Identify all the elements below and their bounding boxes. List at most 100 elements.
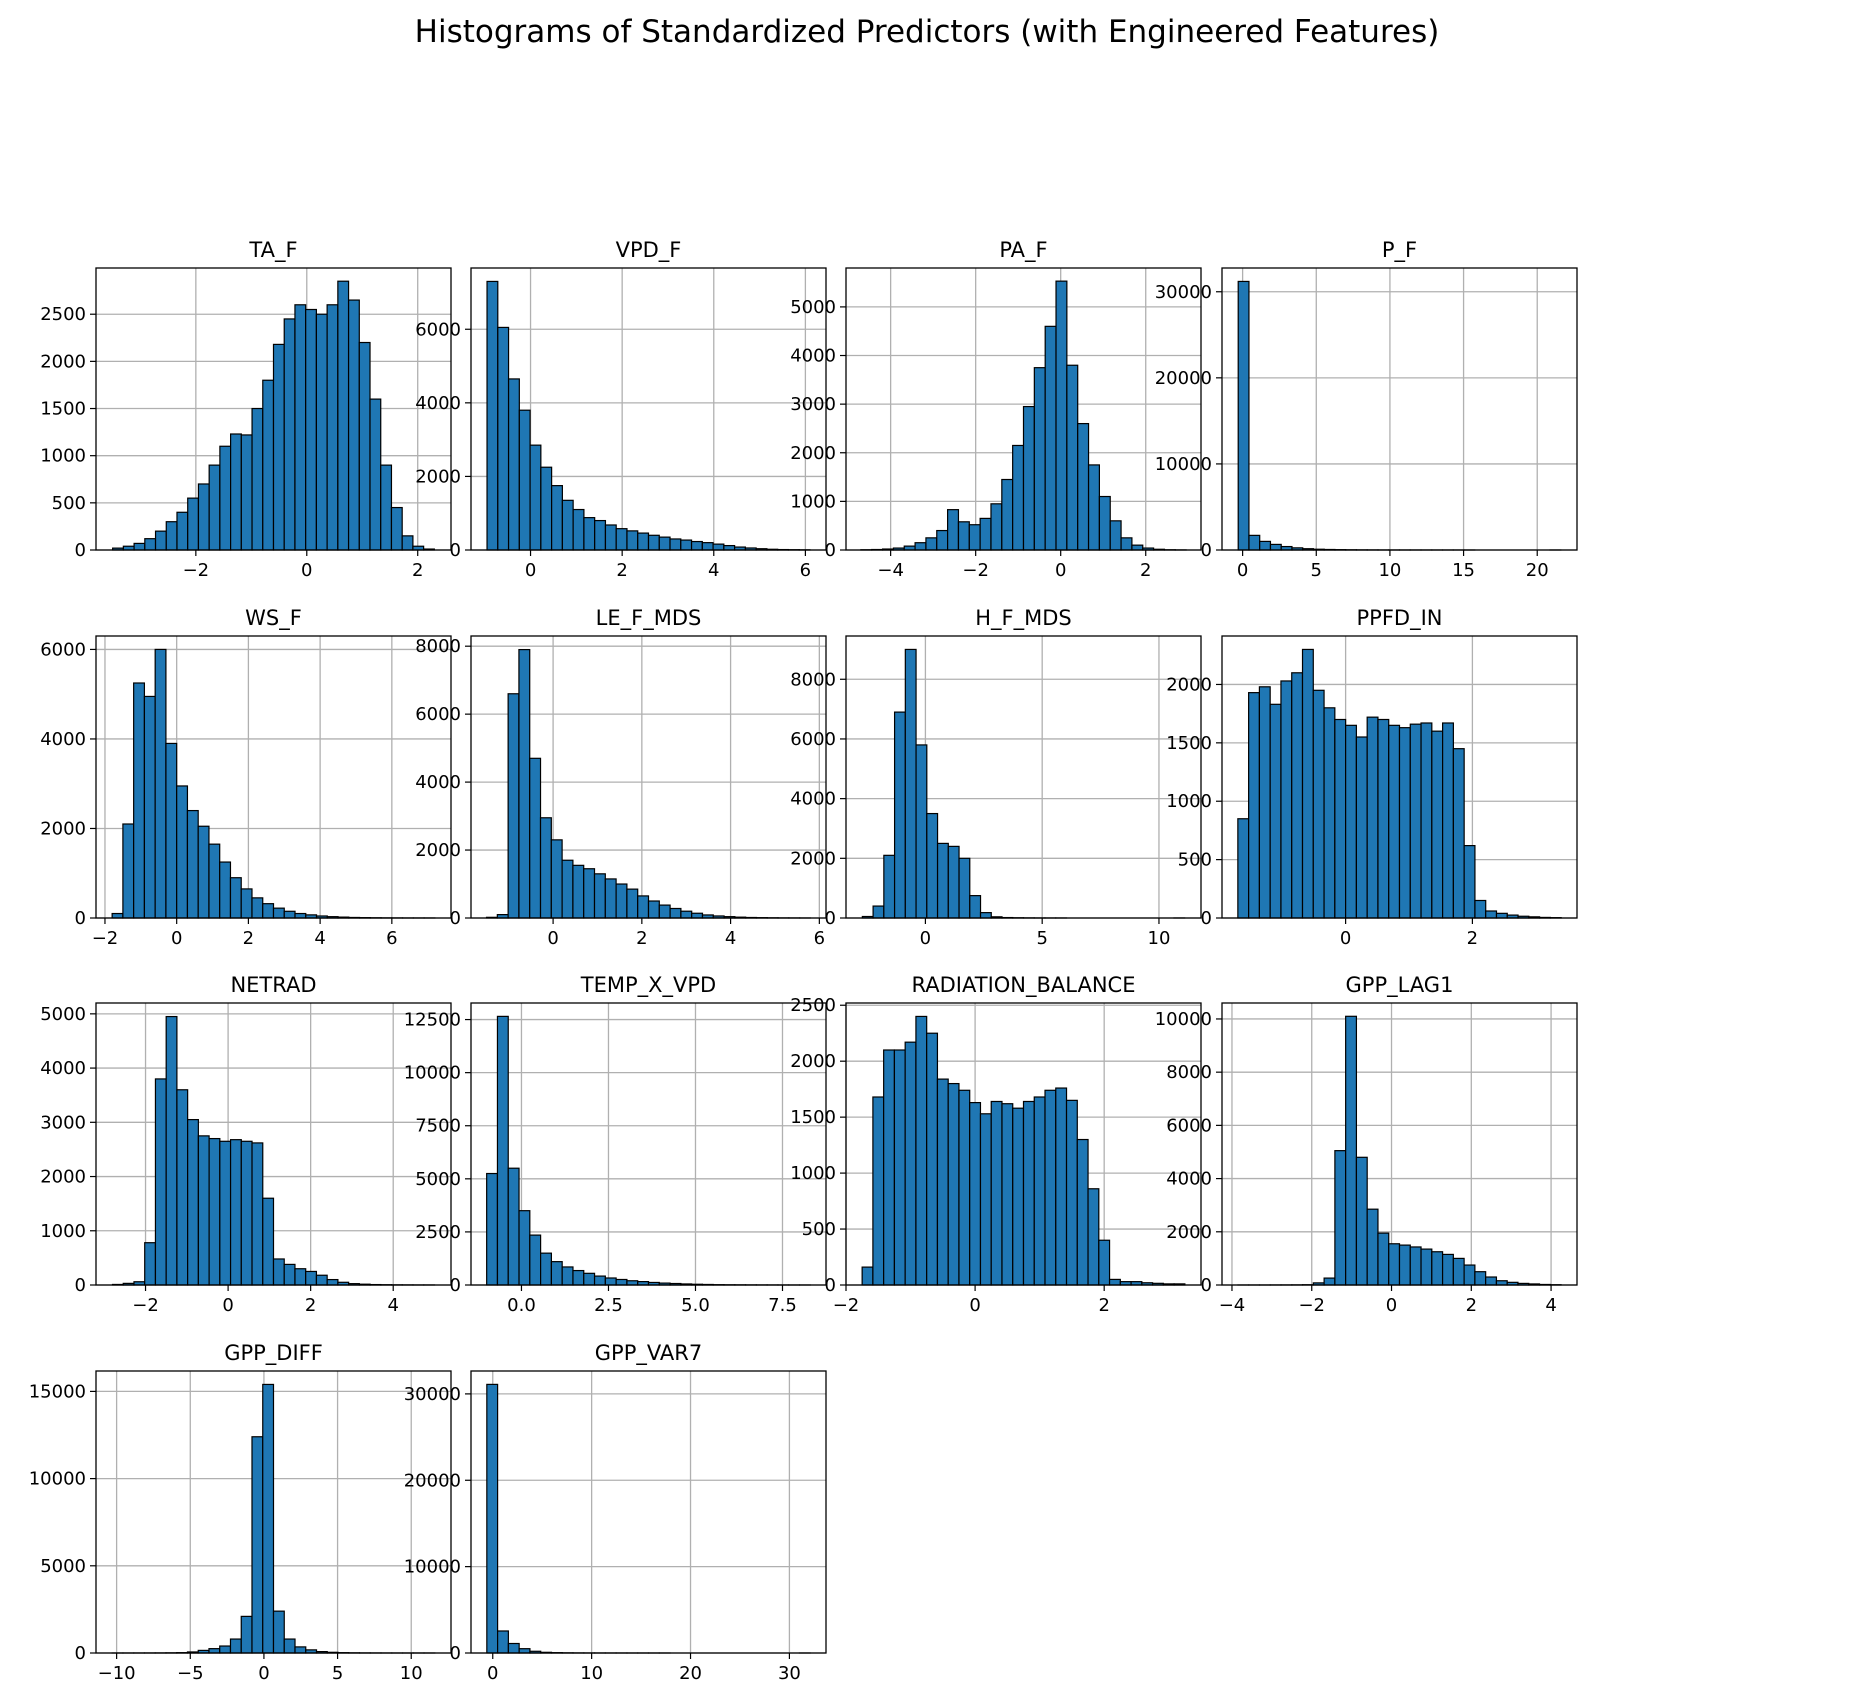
x-tick-label: −4	[877, 560, 904, 581]
histogram-bar	[176, 785, 189, 919]
histogram-bar	[251, 1436, 264, 1654]
histogram-bar	[583, 517, 596, 551]
x-tick-label: 15	[1452, 560, 1475, 581]
histogram-bar	[122, 823, 135, 919]
y-tick-label: 2500	[415, 1222, 461, 1243]
y-ticks: 0 1000 2000 3000 4000 5000	[790, 297, 846, 561]
y-tick-label: 1500	[790, 1107, 836, 1128]
y-tick-label: 2000	[1166, 674, 1212, 695]
histogram-bar	[561, 859, 574, 919]
histogram-bar	[111, 912, 124, 919]
histogram-bar	[712, 543, 725, 551]
grid-lines	[471, 1371, 826, 1654]
x-tick-label: 20	[679, 1663, 702, 1684]
histogram-panel-ws-f: WS_F −2 0 2 4 6 0 2000 4000 6000	[40, 606, 452, 949]
histogram-bar	[883, 1049, 896, 1286]
histogram-panel-ta-f: TA_F −2 0 2 0 500 1000 1500 2000 2500	[40, 238, 452, 581]
y-tick-label: 2000	[790, 1051, 836, 1072]
y-tick-label: 2500	[40, 304, 86, 325]
histogram-bar	[1485, 1276, 1498, 1286]
y-ticks: 0 500 1000 1500 2000	[1166, 674, 1222, 929]
histogram-bar	[968, 524, 981, 551]
y-tick-label: 0	[450, 540, 461, 561]
histogram-panel-netrad: NETRAD −2 0 2 4 0 1000 2000 3000 4000 5000	[40, 973, 452, 1316]
x-tick-label: 10	[1378, 560, 1401, 581]
y-tick-label: 1000	[790, 491, 836, 512]
histogram-bar	[262, 1197, 275, 1286]
histogram-bar	[496, 1015, 509, 1286]
histogram-bar	[947, 845, 960, 919]
axes-frame	[95, 635, 452, 919]
x-tick-label: −4	[1219, 1295, 1246, 1316]
histogram-bar	[283, 1263, 296, 1286]
histogram-bar	[507, 1642, 520, 1654]
histogram-bar	[1269, 703, 1282, 919]
x-ticks: −10 −5 0 5 10	[98, 1653, 423, 1684]
histogram-bar	[1001, 478, 1014, 551]
histogram-bar	[272, 907, 285, 919]
panel-title: RADIATION_BALANCE	[912, 973, 1136, 998]
histogram-bars	[1237, 1015, 1562, 1286]
histogram-bar	[294, 1646, 307, 1654]
x-tick-label: 10	[580, 1663, 603, 1684]
y-tick-label: 30000	[404, 1384, 461, 1405]
x-tick-label: 20	[1526, 560, 1549, 581]
y-tick-label: 4000	[790, 789, 836, 810]
histogram-bar	[1012, 444, 1025, 551]
y-tick-label: 5000	[40, 1004, 86, 1025]
x-ticks: −2 0 2	[183, 550, 423, 581]
histogram-bar	[144, 538, 157, 551]
y-tick-label: 8000	[1166, 1062, 1212, 1083]
histogram-bar	[969, 1101, 982, 1286]
histogram-bar	[229, 1638, 242, 1654]
grid-lines	[1222, 268, 1577, 551]
histogram-bar	[197, 825, 210, 919]
x-tick-label: 0	[1237, 560, 1248, 581]
y-tick-label: 4000	[790, 346, 836, 367]
x-ticks: 0 5 10 15 20	[1237, 550, 1549, 581]
y-tick-label: 5000	[40, 1556, 86, 1577]
histogram-bar	[669, 538, 682, 551]
panel-title: H_F_MDS	[975, 606, 1072, 631]
histogram-bar	[358, 341, 371, 551]
histogram-bar	[240, 1615, 253, 1654]
histogram-bar	[1108, 1278, 1121, 1286]
histogram-bar	[401, 535, 414, 551]
histogram-bar	[251, 1142, 264, 1286]
histogram-bar	[1258, 686, 1271, 919]
histogram-bar	[658, 536, 671, 551]
y-tick-label: 4000	[40, 729, 86, 750]
histogram-bar	[893, 1049, 906, 1286]
x-tick-label: 5	[332, 1663, 343, 1684]
histogram-bar	[701, 542, 714, 551]
histogram-bar	[369, 398, 382, 551]
axes-frame	[95, 1370, 452, 1654]
y-tick-label: 4000	[1166, 1169, 1212, 1190]
x-ticks: 0 2 4 6	[547, 918, 825, 949]
histogram-bar	[550, 839, 563, 919]
y-tick-label: 0	[450, 1643, 461, 1664]
panel-title: NETRAD	[230, 973, 316, 997]
y-tick-label: 10000	[1155, 454, 1212, 475]
histogram-bar	[1334, 1150, 1347, 1286]
x-tick-label: 2.5	[594, 1295, 623, 1316]
histogram-bars	[486, 1015, 811, 1286]
histogram-bar	[1248, 692, 1261, 919]
grid-lines	[1222, 1003, 1577, 1286]
x-tick-label: 2	[636, 928, 647, 949]
y-tick-label: 2000	[40, 1167, 86, 1188]
x-tick-label: 2	[1467, 928, 1478, 949]
histogram-bar	[144, 1242, 157, 1286]
y-tick-label: 0	[75, 1643, 86, 1664]
histogram-bar	[1248, 534, 1261, 551]
histogram-bar	[272, 343, 285, 551]
histogram-bar	[1398, 727, 1411, 919]
y-tick-label: 0	[450, 908, 461, 929]
y-tick-label: 4000	[415, 772, 461, 793]
histogram-bar	[219, 861, 232, 919]
histogram-bar	[165, 1015, 178, 1286]
y-tick-label: 3000	[40, 1112, 86, 1133]
x-tick-label: 5	[1036, 928, 1047, 949]
